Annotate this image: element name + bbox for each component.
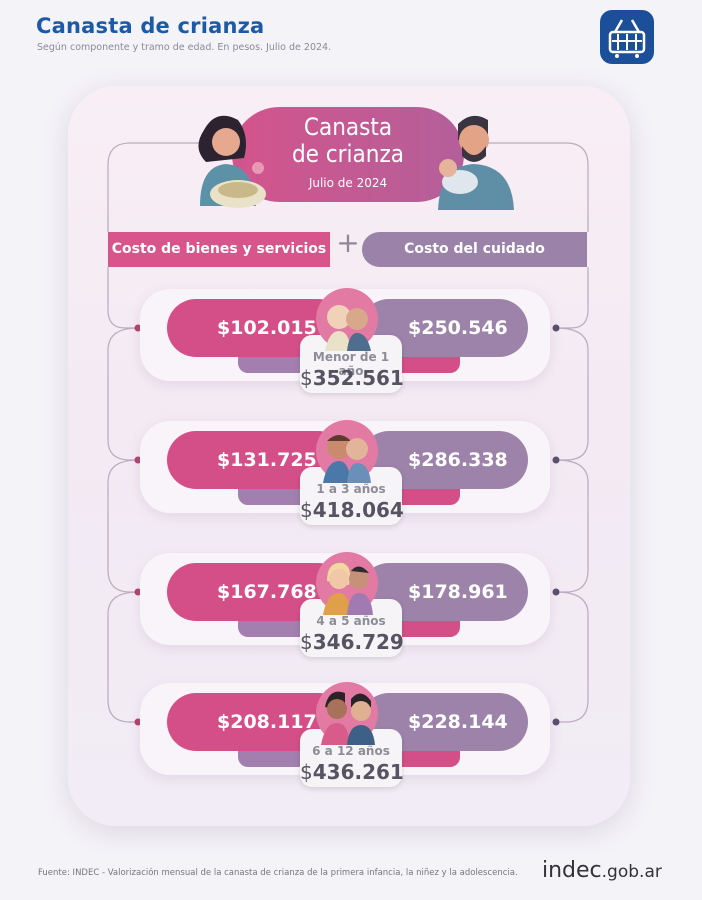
care-cost-label: Costo del cuidado [404,241,545,257]
age-row-4-to-5: $167.768 $178.961 4 a 5 años $346.729 [0,552,702,691]
age-range-label: 4 a 5 años [316,614,386,628]
goods-services-header [108,232,330,267]
total-box: 6 a 12 años $436.261 [300,729,404,787]
plus-icon: + [336,226,360,259]
brand-main: indec [542,858,602,883]
father-with-baby-illustration [428,110,522,214]
card-date: Julio de 2024 [308,176,388,190]
card-title-line2: de crianza [291,140,405,168]
source-note: Fuente: INDEC - Valorización mensual de … [38,868,518,878]
card-title: Canasta de crianza [232,114,464,168]
brand-domain: .gob.ar [601,862,662,882]
age-row-1-to-3: $131.725 $286.338 1 a 3 años $418.064 [0,420,702,559]
age-range-label: Menor de 1 año [312,350,390,378]
currency-sign: $ [300,498,313,522]
infant-portrait-icon [315,287,379,351]
toddler-portrait-icon [315,419,379,483]
page-title: Canasta de crianza [36,14,265,38]
goods-services-label: Costo de bienes y servicios [111,241,327,257]
total-amount: 346.729 [312,630,404,654]
age-row-under-1: $102.015 $250.546 Menor de 1 año $352.56… [0,288,702,427]
title-banner [232,107,464,202]
total-value: $346.729 [300,630,404,654]
total-amount: 418.064 [312,498,404,522]
card-title-line1: Canasta [303,113,393,141]
age-range-label: 6 a 12 años [312,744,390,758]
child-portrait-icon [315,551,379,615]
currency-sign: $ [300,366,313,390]
goods-cost-value: $208.117 [167,693,347,751]
mother-with-baby-illustration [186,110,272,214]
currency-sign: $ [300,760,313,784]
basket-icon [600,10,654,64]
school-child-portrait-icon [315,681,379,745]
total-amount: 436.261 [312,760,404,784]
age-row-6-to-12: $208.117 $228.144 6 a 12 años $436.261 [0,682,702,821]
age-range-label: 1 a 3 años [316,482,386,496]
total-box: Menor de 1 año $352.561 [300,335,404,393]
care-cost-header [362,232,587,267]
page-subtitle: Según componente y tramo de edad. En pes… [37,42,332,53]
total-amount: 352.561 [312,366,404,390]
currency-sign: $ [300,630,313,654]
total-value: $436.261 [300,760,404,784]
indec-logo: indec.gob.ar [542,858,662,883]
total-value: $418.064 [300,498,404,522]
total-value: $352.561 [300,366,404,390]
